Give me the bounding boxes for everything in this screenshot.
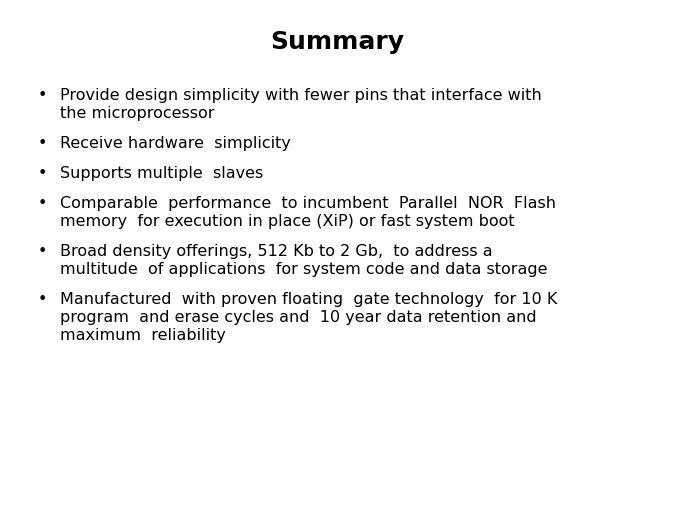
Text: •: • <box>38 166 47 181</box>
Text: Summary: Summary <box>271 30 404 54</box>
Text: program  and erase cycles and  10 year data retention and: program and erase cycles and 10 year dat… <box>60 310 537 324</box>
Text: Receive hardware  simplicity: Receive hardware simplicity <box>60 136 291 150</box>
Text: Manufactured  with proven floating  gate technology  for 10 K: Manufactured with proven floating gate t… <box>60 291 558 307</box>
Text: multitude  of applications  for system code and data storage: multitude of applications for system cod… <box>60 262 547 276</box>
Text: •: • <box>38 243 47 259</box>
Text: Comparable  performance  to incumbent  Parallel  NOR  Flash: Comparable performance to incumbent Para… <box>60 195 556 211</box>
Text: •: • <box>38 291 47 307</box>
Text: Provide design simplicity with fewer pins that interface with: Provide design simplicity with fewer pin… <box>60 88 542 103</box>
Text: maximum  reliability: maximum reliability <box>60 327 226 342</box>
Text: •: • <box>38 136 47 150</box>
Text: •: • <box>38 195 47 211</box>
Text: Broad density offerings, 512 Kb to 2 Gb,  to address a: Broad density offerings, 512 Kb to 2 Gb,… <box>60 243 493 259</box>
Text: •: • <box>38 88 47 103</box>
Text: Supports multiple  slaves: Supports multiple slaves <box>60 166 263 181</box>
Text: the microprocessor: the microprocessor <box>60 106 215 121</box>
Text: memory  for execution in place (XiP) or fast system boot: memory for execution in place (XiP) or f… <box>60 214 514 229</box>
